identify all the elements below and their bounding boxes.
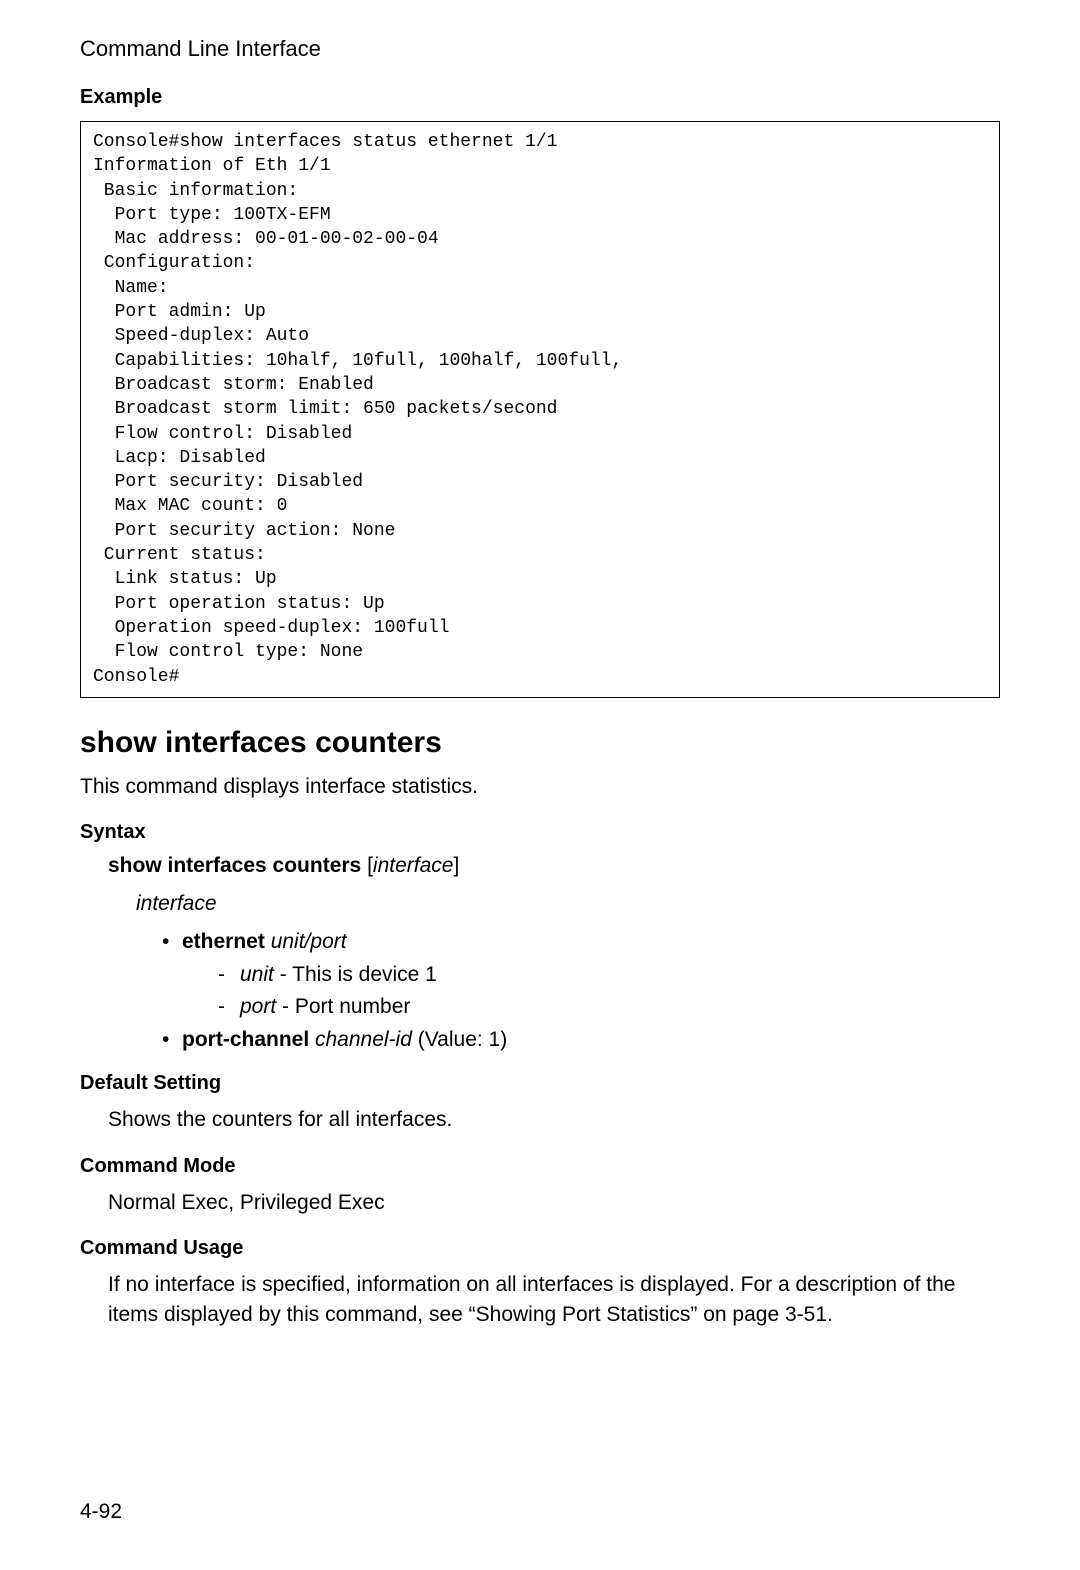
syntax-param-name: interface: [136, 892, 1000, 916]
page-number: 4-92: [80, 1500, 122, 1524]
page-header: Command Line Interface: [80, 36, 1000, 62]
ethernet-keyword: ethernet: [182, 930, 265, 953]
port-label: port: [240, 995, 276, 1018]
syntax-cmd-bold: show interfaces counters: [108, 854, 361, 877]
ethernet-port-item: port - Port number: [218, 991, 1000, 1024]
command-usage-text: If no interface is specified, informatio…: [108, 1270, 1000, 1329]
syntax-bracket-open: [: [361, 854, 373, 877]
command-description: This command displays interface statisti…: [80, 772, 1000, 801]
syntax-portchannel-item: port-channel channel-id (Value: 1): [162, 1024, 1000, 1057]
command-mode-text: Normal Exec, Privileged Exec: [108, 1188, 1000, 1217]
ethernet-dash-list: unit - This is device 1 port - Port numb…: [218, 959, 1000, 1024]
command-usage-label: Command Usage: [80, 1237, 1000, 1260]
example-code-block: Console#show interfaces status ethernet …: [80, 121, 1000, 698]
portchannel-arg: channel-id: [309, 1028, 412, 1051]
syntax-command-line: show interfaces counters [interface]: [108, 854, 1000, 878]
ethernet-args: unit/port: [265, 930, 347, 953]
syntax-label: Syntax: [80, 821, 1000, 844]
syntax-ethernet-item: ethernet unit/port unit - This is device…: [162, 926, 1000, 1024]
syntax-cmd-italic: interface: [373, 854, 454, 877]
ethernet-unit-item: unit - This is device 1: [218, 959, 1000, 992]
example-label: Example: [80, 86, 1000, 109]
unit-label: unit: [240, 963, 274, 986]
default-setting-text: Shows the counters for all interfaces.: [108, 1105, 1000, 1134]
port-desc: - Port number: [276, 995, 410, 1018]
command-heading: show interfaces counters: [80, 726, 1000, 760]
unit-desc: - This is device 1: [274, 963, 437, 986]
syntax-bullet-list: ethernet unit/port unit - This is device…: [162, 926, 1000, 1056]
syntax-bracket-close: ]: [453, 854, 459, 877]
command-mode-label: Command Mode: [80, 1155, 1000, 1178]
default-setting-label: Default Setting: [80, 1072, 1000, 1095]
portchannel-value: (Value: 1): [412, 1028, 507, 1051]
portchannel-keyword: port-channel: [182, 1028, 309, 1051]
